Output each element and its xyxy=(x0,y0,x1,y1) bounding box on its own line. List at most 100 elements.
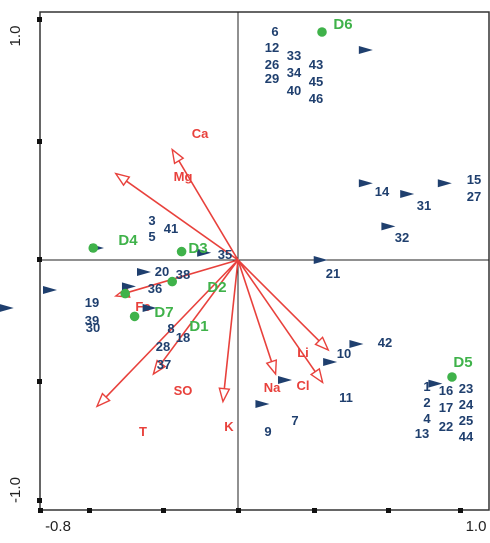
site-marker xyxy=(278,376,292,384)
y-tick-mark xyxy=(37,257,42,262)
site-label: 45 xyxy=(309,74,323,89)
disturbance-label: D7 xyxy=(154,304,173,321)
x-tick-mark xyxy=(312,508,317,513)
site-label: 6 xyxy=(271,24,278,39)
site-marker xyxy=(43,286,57,294)
site-label: 31 xyxy=(417,198,431,213)
env-vector-line xyxy=(105,259,239,398)
y-tick-label-bottom: -1.0 xyxy=(7,477,24,503)
env-vector-arrowhead xyxy=(265,359,278,376)
site-label: 7 xyxy=(291,413,298,428)
env-vector-arrowhead xyxy=(309,367,324,385)
site-label: 30 xyxy=(86,320,100,335)
env-vector-label: T xyxy=(139,424,147,439)
x-tick-mark xyxy=(386,508,391,513)
disturbance-label: D1 xyxy=(189,318,208,335)
env-vector-line xyxy=(178,160,239,261)
site-marker xyxy=(437,179,452,188)
env-vector-arrowhead xyxy=(95,392,111,408)
site-marker xyxy=(0,304,14,312)
site-label: 12 xyxy=(265,40,279,55)
site-label: 8 xyxy=(167,321,174,336)
site-label: 26 xyxy=(265,57,279,72)
env-vector-label: Li xyxy=(297,345,309,360)
site-label: 16 xyxy=(439,383,453,398)
disturbance-marker xyxy=(176,246,187,257)
x-tick-mark xyxy=(38,508,43,513)
site-label: 17 xyxy=(439,400,453,415)
site-label: 34 xyxy=(287,65,302,80)
site-label: 15 xyxy=(467,172,481,187)
site-label: 2 xyxy=(423,395,430,410)
site-marker xyxy=(323,358,338,366)
site-label: 32 xyxy=(395,230,409,245)
site-label: 13 xyxy=(415,426,429,441)
disturbance-label: D6 xyxy=(333,16,352,33)
disturbance-label: D2 xyxy=(207,279,226,296)
site-marker xyxy=(358,46,373,54)
env-vector-label: Ca xyxy=(192,126,209,141)
disturbance-marker xyxy=(167,276,177,287)
disturbance-points: D1 D2 D3 D4 D5 D6 D7 xyxy=(88,16,473,382)
site-marker xyxy=(197,248,212,257)
site-marker xyxy=(358,179,373,188)
site-label: 9 xyxy=(264,424,271,439)
site-label: 1 xyxy=(423,379,430,394)
site-label: 21 xyxy=(326,266,340,281)
env-vector-label: SO xyxy=(174,383,193,398)
site-label: 22 xyxy=(439,419,453,434)
y-tick-mark xyxy=(37,139,42,144)
site-label: 27 xyxy=(467,189,481,204)
site-label: 36 xyxy=(148,281,162,296)
x-tick-mark xyxy=(161,508,166,513)
site-label: 38 xyxy=(176,267,190,282)
env-vector-line xyxy=(223,259,239,389)
site-marker xyxy=(121,282,136,291)
site-label: 14 xyxy=(375,184,390,199)
y-tick-label-top: 1.0 xyxy=(7,26,24,47)
site-label: 20 xyxy=(155,264,169,279)
site-label: 41 xyxy=(164,221,178,236)
site-label: 37 xyxy=(157,357,171,372)
x-tick-mark xyxy=(458,508,463,513)
env-vector-label: K xyxy=(224,419,234,434)
site-marker xyxy=(255,400,270,408)
site-label: 33 xyxy=(287,48,301,63)
env-vector-line xyxy=(160,259,239,365)
env-vector-arrowhead xyxy=(218,387,231,404)
site-marker xyxy=(313,256,328,264)
x-tick-label-left: -0.8 xyxy=(45,518,71,535)
x-tick-label-right: 1.0 xyxy=(466,518,487,535)
site-label: 40 xyxy=(287,83,301,98)
site-marker xyxy=(137,268,151,276)
env-vector-line xyxy=(237,259,273,362)
env-vector-arrowhead xyxy=(171,147,185,165)
site-label: 11 xyxy=(339,390,353,405)
disturbance-marker xyxy=(129,311,140,322)
env-vector-arrowhead xyxy=(152,359,167,376)
disturbance-marker xyxy=(88,243,99,253)
disturbance-marker xyxy=(120,288,130,299)
site-label: 18 xyxy=(176,330,190,345)
site-label: 29 xyxy=(265,71,279,86)
site-label: 39 xyxy=(85,313,99,328)
site-marker xyxy=(349,340,364,348)
site-label: 23 xyxy=(459,381,473,396)
site-label: 25 xyxy=(459,413,473,428)
disturbance-label: D3 xyxy=(188,240,207,257)
env-vector-line xyxy=(237,259,320,342)
site-label: 5 xyxy=(148,229,155,244)
site-marker xyxy=(400,190,415,198)
site-label: 19 xyxy=(85,295,99,310)
site-label: 28 xyxy=(156,339,170,354)
site-label: 4 xyxy=(423,411,431,426)
disturbance-label: D5 xyxy=(453,354,472,371)
env-vector-arrowhead xyxy=(314,336,330,352)
disturbance-marker xyxy=(447,372,457,382)
site-marker xyxy=(142,304,157,312)
env-vector-label: Cl xyxy=(297,378,310,393)
env-vector-arrowhead xyxy=(114,172,131,187)
site-label: 24 xyxy=(459,397,474,412)
